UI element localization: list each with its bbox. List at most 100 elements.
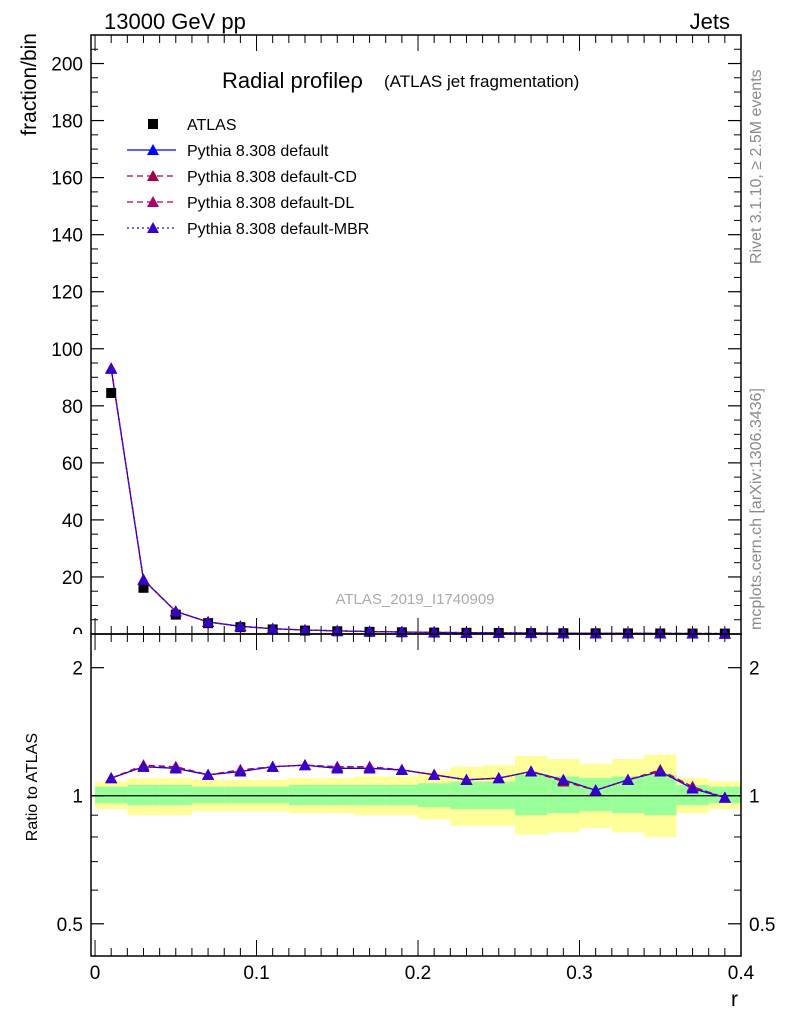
legend-label: Pythia 8.308 default-CD	[187, 169, 357, 186]
main-subtitle: (ATLAS jet fragmentation)	[384, 72, 579, 91]
main-ytick-label: 200	[51, 55, 83, 76]
main-mc-marker	[105, 362, 118, 374]
ratio-series-line	[110, 764, 726, 799]
ratio-mc-marker	[105, 772, 118, 784]
ratio-mc-marker	[718, 791, 731, 803]
ratio-band-stat	[256, 786, 289, 804]
zero-label-mask	[61, 634, 89, 646]
ratio-mc-marker	[525, 765, 538, 777]
ratio-ylabel: Ratio to ATLAS	[24, 733, 41, 841]
main-mc-marker	[557, 627, 570, 639]
header-left: 13000 GeV pp	[104, 9, 246, 34]
ratio-mc-marker	[686, 782, 699, 794]
ratio-ytick-label-right: 1	[749, 787, 760, 808]
ratio-xtick-label: 0.1	[243, 963, 269, 984]
legend-marker	[147, 170, 159, 181]
main-mc-marker	[654, 627, 667, 639]
ratio-frame	[90, 633, 742, 957]
ratio-axes: 0.5 0.5 1 1 2 2 0 0.1 0.2 0.3 0.4	[57, 634, 775, 984]
xlabel: r	[731, 988, 738, 1011]
main-mc-marker	[525, 627, 538, 639]
ratio-band-stat	[644, 774, 677, 816]
ratio-band-stat	[385, 784, 419, 806]
ratio-series-markers	[105, 759, 731, 803]
ratio-mc-marker	[654, 765, 667, 777]
main-ytick-label: 140	[51, 226, 83, 247]
legend-marker	[147, 144, 159, 155]
analysis-watermark: ATLAS_2019_I1740909	[335, 591, 494, 608]
ratio-xtick-label: 0.4	[728, 963, 755, 984]
ratio-mc-marker	[234, 765, 247, 777]
main-ytick-label: 20	[62, 568, 83, 589]
main-title: Radial profileρ	[222, 68, 363, 93]
main-mc-marker	[169, 605, 182, 617]
main-mc-marker	[621, 627, 634, 639]
ratio-band-stat	[224, 786, 257, 804]
main-mc-marker	[202, 616, 215, 628]
main-series-line	[110, 368, 725, 635]
ratio-xtick-label: 0.3	[566, 963, 592, 984]
legend-marker	[148, 119, 158, 129]
main-mc-marker	[589, 627, 602, 639]
ratio-mc-marker	[169, 762, 182, 774]
main-ytick-label: 80	[62, 397, 83, 418]
ratio-band-stat	[514, 774, 548, 816]
main-mc-marker	[718, 627, 731, 639]
main-ytick-label: 60	[62, 454, 83, 475]
ratio-mc-marker	[137, 760, 150, 772]
legend: ATLAS Pythia 8.308 default Pythia 8.308 de…	[127, 117, 369, 238]
ratio-xtick-label: 0.2	[405, 963, 431, 984]
legend-marker	[147, 222, 159, 233]
main-ylabel: fraction/bin	[18, 33, 41, 136]
ratio-mc-marker	[621, 773, 634, 785]
ratio-mc-marker	[428, 768, 441, 780]
ratio-band-stat	[127, 784, 160, 806]
ratio-mc-marker	[298, 759, 311, 771]
main-mc-marker	[686, 627, 699, 639]
main-ytick-label: 100	[51, 340, 83, 361]
main-ytick-label: 40	[62, 511, 83, 532]
ratio-ytick-label-right: 2	[749, 659, 760, 680]
main-ytick-label: 160	[51, 169, 83, 190]
ratio-mc-marker	[266, 760, 279, 772]
ratio-mc-marker	[460, 773, 473, 785]
legend-label: Pythia 8.308 default	[187, 143, 329, 160]
main-mc-marker	[137, 573, 150, 585]
ratio-band-stat	[191, 786, 225, 804]
ratio-mc-marker	[202, 768, 215, 780]
main-mc-marker	[331, 624, 344, 636]
ratio-band-stat	[159, 784, 192, 806]
legend-marker	[147, 196, 159, 207]
legend-label: Pythia 8.308 default-MBR	[187, 221, 369, 238]
ratio-mc-marker	[589, 784, 602, 796]
ratio-band-stat	[321, 784, 354, 806]
main-data-marker	[138, 582, 149, 593]
ratio-series-lines	[110, 764, 726, 799]
ratio-ytick-label-right: 0.5	[749, 915, 775, 936]
main-ytick-label: 120	[51, 283, 83, 304]
ratio-band-stat	[353, 784, 386, 806]
mcplots-note: mcplots.cern.ch [arXiv:1306.3436]	[748, 388, 765, 630]
rivet-note: Rivet 3.1.10, ≥ 2.5M events	[748, 69, 765, 264]
ratio-mc-marker	[331, 762, 344, 774]
main-mc-marker	[460, 626, 473, 638]
main-mc-marker	[234, 620, 247, 632]
main-mc-marker	[298, 624, 311, 636]
main-ytick-label: 180	[51, 112, 83, 133]
ratio-xtick-label: 0	[90, 963, 101, 984]
main-mc-marker	[492, 626, 505, 638]
header-right: Jets	[690, 9, 730, 34]
ratio-band-stat	[288, 784, 322, 806]
ratio-band-stat	[95, 786, 128, 804]
ratio-mc-marker	[492, 772, 505, 784]
ratio-ytick-label-left: 1	[72, 787, 83, 808]
main-data-marker	[106, 387, 117, 398]
ratio-ytick-label-left: 2	[72, 659, 83, 680]
main-mc-marker	[266, 622, 279, 634]
legend-label: Pythia 8.308 default-DL	[187, 195, 354, 212]
main-axes: 204060801001201401601802000	[51, 35, 742, 646]
legend-label: ATLAS	[187, 117, 237, 134]
ratio-mc-marker	[363, 762, 376, 774]
ratio-ytick-label-left: 0.5	[57, 915, 83, 936]
